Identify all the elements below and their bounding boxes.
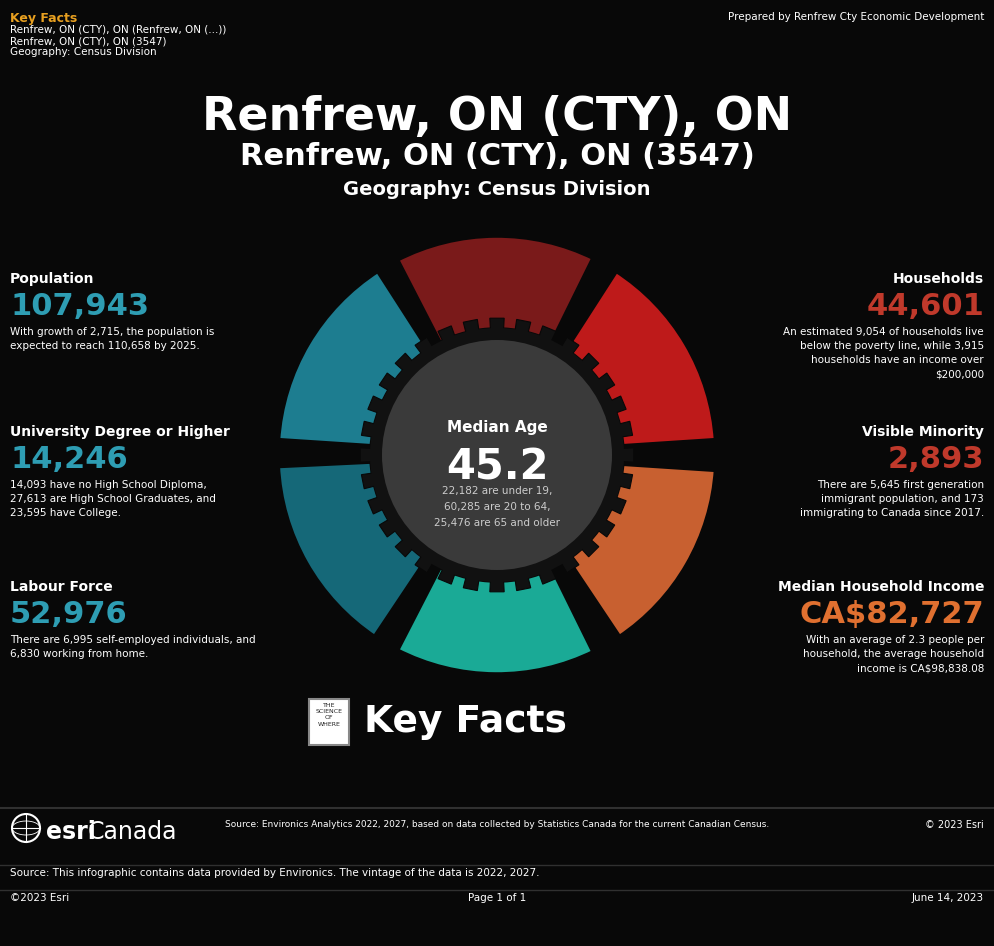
Text: 45.2: 45.2 [445, 446, 549, 488]
Polygon shape [438, 325, 455, 343]
Polygon shape [396, 353, 414, 372]
Polygon shape [539, 325, 556, 343]
Polygon shape [580, 353, 598, 372]
Text: There are 5,645 first generation
immigrant population, and 173
immigrating to Ca: There are 5,645 first generation immigra… [800, 480, 984, 518]
Polygon shape [415, 554, 433, 572]
Polygon shape [368, 396, 385, 413]
Polygon shape [360, 447, 373, 463]
Text: 14,093 have no High School Diploma,
27,613 are High School Graduates, and
23,595: 14,093 have no High School Diploma, 27,6… [10, 480, 216, 518]
Text: Canada: Canada [88, 820, 178, 844]
Text: 107,943: 107,943 [10, 292, 149, 321]
Text: Households: Households [893, 272, 984, 286]
Polygon shape [368, 497, 385, 514]
Text: 52,976: 52,976 [10, 600, 128, 629]
Text: Population: Population [10, 272, 94, 286]
Text: Renfrew, ON (CTY), ON (3547): Renfrew, ON (CTY), ON (3547) [10, 36, 167, 46]
Polygon shape [490, 318, 504, 331]
Text: There are 6,995 self-employed individuals, and
6,830 working from home.: There are 6,995 self-employed individual… [10, 635, 255, 659]
Text: 44,601: 44,601 [866, 292, 984, 321]
Polygon shape [515, 575, 531, 590]
Polygon shape [580, 538, 598, 557]
Text: Source: Environics Analytics 2022, 2027, based on data collected by Statistics C: Source: Environics Analytics 2022, 2027,… [225, 820, 769, 829]
Polygon shape [609, 396, 626, 413]
Text: Key Facts: Key Facts [10, 12, 78, 25]
Wedge shape [397, 235, 594, 344]
Text: Renfrew, ON (CTY), ON: Renfrew, ON (CTY), ON [202, 95, 792, 140]
Text: © 2023 Esri: © 2023 Esri [925, 820, 984, 830]
Text: June 14, 2023: June 14, 2023 [911, 893, 984, 903]
FancyBboxPatch shape [309, 699, 349, 745]
Polygon shape [596, 373, 614, 392]
Circle shape [370, 328, 624, 582]
Polygon shape [515, 320, 531, 335]
Text: Renfrew, ON (CTY), ON (3547): Renfrew, ON (CTY), ON (3547) [240, 142, 754, 171]
Polygon shape [561, 554, 579, 572]
Wedge shape [277, 461, 427, 638]
Polygon shape [415, 338, 433, 356]
Polygon shape [617, 421, 632, 437]
Text: Geography: Census Division: Geography: Census Division [343, 180, 651, 199]
Text: ©2023 Esri: ©2023 Esri [10, 893, 70, 903]
Text: esri: esri [46, 820, 95, 844]
Polygon shape [380, 518, 398, 537]
Text: Labour Force: Labour Force [10, 580, 112, 594]
Text: Key Facts: Key Facts [364, 704, 567, 740]
Polygon shape [463, 320, 479, 335]
Text: Page 1 of 1: Page 1 of 1 [468, 893, 526, 903]
Text: 2,893: 2,893 [888, 445, 984, 474]
Text: 22,182 are under 19,
60,285 are 20 to 64,
25,476 are 65 and older: 22,182 are under 19, 60,285 are 20 to 64… [434, 486, 560, 528]
Text: Median Age: Median Age [446, 419, 548, 434]
Wedge shape [277, 270, 429, 447]
Polygon shape [561, 338, 579, 356]
Text: Renfrew, ON (CTY), ON (Renfrew, ON (...)): Renfrew, ON (CTY), ON (Renfrew, ON (...)… [10, 25, 227, 35]
Wedge shape [565, 270, 717, 447]
Text: With growth of 2,715, the population is
expected to reach 110,658 by 2025.: With growth of 2,715, the population is … [10, 327, 215, 351]
Text: Source: This infographic contains data provided by Environics. The vintage of th: Source: This infographic contains data p… [10, 868, 540, 878]
Polygon shape [380, 373, 398, 392]
Text: Visible Minority: Visible Minority [862, 425, 984, 439]
Polygon shape [438, 567, 455, 584]
Text: Geography: Census Division: Geography: Census Division [10, 47, 157, 57]
Text: Median Household Income: Median Household Income [777, 580, 984, 594]
Polygon shape [621, 447, 634, 463]
Text: University Degree or Higher: University Degree or Higher [10, 425, 230, 439]
Polygon shape [463, 575, 479, 590]
Wedge shape [567, 464, 717, 638]
Polygon shape [617, 473, 632, 489]
Polygon shape [362, 421, 377, 437]
Text: Prepared by Renfrew Cty Economic Development: Prepared by Renfrew Cty Economic Develop… [728, 12, 984, 22]
Polygon shape [596, 518, 614, 537]
Text: THE
SCIENCE
OF
WHERE: THE SCIENCE OF WHERE [315, 703, 343, 727]
Text: 14,246: 14,246 [10, 445, 128, 474]
Wedge shape [397, 566, 594, 675]
Text: An estimated 9,054 of households live
below the poverty line, while 3,915
househ: An estimated 9,054 of households live be… [783, 327, 984, 379]
Text: CA$82,727: CA$82,727 [799, 600, 984, 629]
Polygon shape [362, 473, 377, 489]
Circle shape [382, 340, 612, 570]
Polygon shape [539, 567, 556, 584]
Polygon shape [609, 497, 626, 514]
Polygon shape [490, 579, 504, 592]
Polygon shape [396, 538, 414, 557]
Text: With an average of 2.3 people per
household, the average household
income is CA$: With an average of 2.3 people per househ… [803, 635, 984, 673]
